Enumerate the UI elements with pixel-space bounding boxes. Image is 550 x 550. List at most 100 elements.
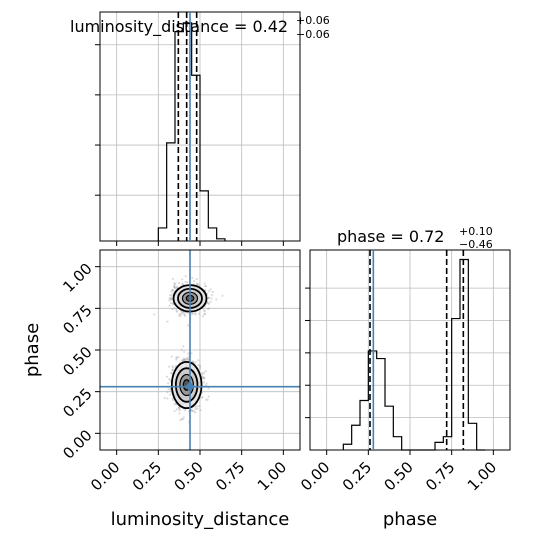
- sample-point: [197, 283, 200, 286]
- sample-point: [174, 364, 178, 367]
- sample-point: [171, 368, 174, 372]
- sample-point: [171, 289, 174, 292]
- title-luminosity-distance-plus: +0.06: [296, 14, 330, 27]
- sample-point: [204, 312, 207, 316]
- ld-xtick-label-0: 0.00: [87, 458, 123, 494]
- ph-xtick-label-0: 0.00: [297, 458, 333, 494]
- sample-point: [174, 287, 177, 290]
- sample-point: [169, 393, 172, 396]
- sample-point: [178, 406, 181, 409]
- sample-point: [171, 293, 174, 296]
- sample-point: [196, 364, 200, 367]
- sample-point: [207, 395, 210, 398]
- sample-point: [184, 359, 187, 362]
- sample-point: [180, 311, 183, 314]
- sample-point: [201, 396, 204, 399]
- sample-point: [206, 301, 209, 304]
- ph-xtick-label-4: 1.00: [464, 458, 500, 494]
- sample-point: [171, 288, 174, 292]
- phase-ytick-label-1: 0.25: [59, 385, 95, 421]
- sample-point: [202, 381, 205, 384]
- sample-point: [207, 290, 210, 293]
- xlabel-phase: phase: [383, 509, 437, 530]
- sample-point: [153, 313, 156, 316]
- sample-point: [168, 299, 171, 302]
- sample-point: [182, 357, 185, 360]
- sample-point: [182, 416, 185, 419]
- sample-point: [199, 409, 202, 412]
- sample-point: [184, 409, 187, 412]
- sample-point: [206, 307, 210, 311]
- sample-point: [171, 397, 174, 400]
- sample-point: [203, 377, 206, 380]
- sample-point: [203, 285, 207, 288]
- sample-point: [208, 307, 211, 310]
- sample-point: [173, 285, 176, 289]
- sample-point: [169, 379, 172, 382]
- sample-point: [221, 294, 224, 297]
- sample-point: [185, 358, 188, 361]
- phase-ytick-label-2: 0.50: [59, 343, 95, 379]
- joint-truth-marker: [185, 381, 195, 392]
- sample-point: [175, 358, 178, 361]
- sample-point: [210, 297, 213, 300]
- panel-luminosity-distance-hist: [95, 11, 301, 246]
- sample-point: [168, 304, 171, 307]
- sample-point: [194, 313, 197, 316]
- sample-point: [200, 396, 203, 399]
- sample-point: [171, 398, 174, 401]
- sample-point: [203, 313, 206, 316]
- sample-point: [199, 365, 202, 368]
- sample-point: [204, 284, 208, 288]
- sample-point: [195, 282, 199, 285]
- sample-point: [194, 407, 197, 411]
- ylabel-phase: phase: [22, 323, 43, 377]
- sample-point: [179, 314, 182, 317]
- sample-point: [207, 302, 210, 305]
- sample-point: [197, 359, 200, 362]
- sample-point: [190, 313, 193, 316]
- sample-point: [207, 387, 210, 390]
- sample-point: [187, 352, 190, 355]
- sample-point: [173, 283, 177, 286]
- ph-histogram: [342, 258, 485, 451]
- sample-point: [204, 370, 207, 373]
- sample-point: [181, 417, 184, 421]
- sample-point: [169, 298, 172, 301]
- sample-point: [167, 382, 170, 385]
- sample-point: [176, 310, 179, 313]
- sample-point: [191, 276, 194, 279]
- sample-point: [173, 284, 176, 287]
- sample-point: [198, 367, 202, 370]
- phase-ytick-label-4: 1.00: [59, 260, 95, 296]
- sample-point: [178, 312, 181, 316]
- sample-point: [207, 302, 210, 305]
- sample-point: [180, 312, 183, 316]
- sample-point: [168, 365, 171, 368]
- sample-point: [194, 312, 197, 315]
- sample-point: [191, 409, 194, 413]
- sample-point: [203, 309, 206, 312]
- ld-frame: [99, 11, 301, 242]
- sample-point: [171, 303, 175, 306]
- sample-point: [183, 350, 186, 354]
- sample-point: [198, 404, 201, 408]
- sample-point: [194, 361, 197, 364]
- title-phase-minus: −0.46: [459, 238, 493, 251]
- sample-point: [186, 356, 189, 359]
- sample-point: [182, 358, 186, 361]
- sample-point: [169, 297, 173, 300]
- sample-point: [170, 372, 173, 375]
- sample-point: [181, 359, 184, 362]
- sample-point: [173, 410, 176, 413]
- sample-point: [173, 282, 176, 285]
- sample-point: [202, 371, 206, 374]
- sample-point: [180, 418, 184, 421]
- sample-point: [193, 279, 196, 283]
- sample-point: [184, 358, 187, 361]
- sample-point: [168, 378, 171, 381]
- sample-point: [171, 369, 174, 372]
- sample-point: [179, 418, 182, 422]
- sample-point: [198, 364, 202, 367]
